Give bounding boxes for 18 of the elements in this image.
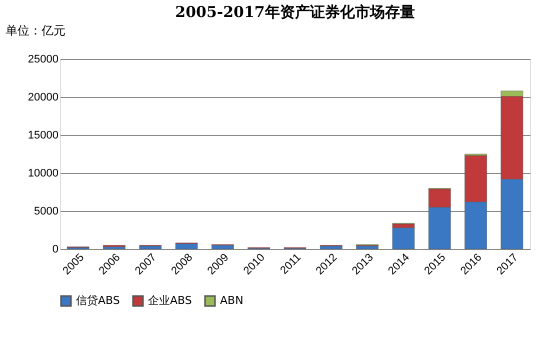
y-tick-label: 5000 <box>34 206 58 218</box>
y-axis-title: 单位：亿元 <box>6 24 66 38</box>
y-tick-label: 20000 <box>28 92 58 104</box>
bar <box>175 244 198 250</box>
bar <box>392 228 415 250</box>
y-tick-label: 25000 <box>28 54 58 66</box>
bar <box>139 246 162 250</box>
bar <box>356 246 378 250</box>
bar <box>320 246 342 250</box>
chart-title: 2005-2017年资产证券化市场存量 <box>175 3 415 21</box>
legend-label: 企业ABS <box>148 294 192 307</box>
legend-label: 信贷ABS <box>76 294 120 307</box>
y-tick-label: 15000 <box>28 130 58 142</box>
y-tick-label: 0 <box>52 244 58 256</box>
bar <box>212 245 234 250</box>
y-tick-label: 10000 <box>28 168 58 180</box>
bar <box>103 246 126 250</box>
legend-label: ABN <box>220 294 244 307</box>
